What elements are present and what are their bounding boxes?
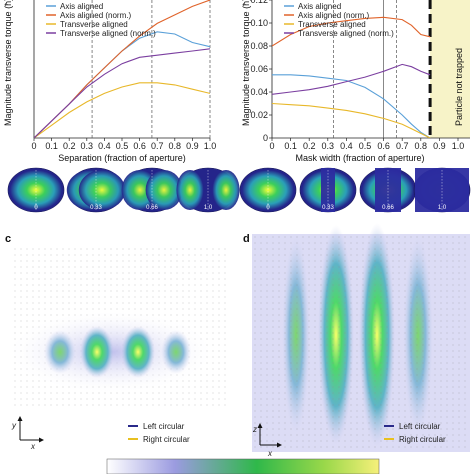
legend-entry: Axis aligned [298, 2, 341, 11]
series-line-axis [34, 31, 210, 138]
panel-c-legend: Left circular Right circular [128, 422, 190, 444]
x-tick-label: 0.7 [396, 141, 409, 151]
x-tick-label: 0.2 [63, 141, 76, 151]
row1-left-caption: Separation (fraction of aperture) [58, 153, 186, 163]
x-tick-label: 0.3 [81, 141, 94, 151]
beam-thumbnail-3: 0.66 [121, 167, 183, 213]
panel-label-d: d [243, 233, 250, 245]
x-tick-label: 0.9 [433, 141, 446, 151]
panel-d: d z x Left circular Right circular [243, 223, 470, 458]
x-tick-label: 0.4 [98, 141, 111, 151]
thumbnail-label: 0 [266, 205, 270, 211]
plot-separation: 0 0.1 0.2 0.3 0.4 0.5 0.6 0.7 0.8 0.9 1.0 Magnitud… [3, 0, 216, 163]
y-tick-label: 0 [263, 133, 268, 143]
plot-mask-width: 0 0.1 0.2 0.3 0.4 0.5 0.6 0.7 0.8 0.9 1.0 0 0.02 0.04… [241, 0, 470, 163]
beam-thumbnail-2: 0.33 [66, 167, 126, 213]
x-tick-label: 0.2 [303, 141, 316, 151]
panel-c-axis-y: y [11, 421, 17, 430]
beam-thumbnail-6: 0.33 [299, 167, 357, 213]
series-line-transverse-norm [272, 63, 431, 95]
x-tick-label: 0.5 [116, 141, 129, 151]
panel-c: c y x Left circular Right circular [5, 233, 228, 451]
x-tick-label: 0.4 [340, 141, 353, 151]
beam-thumbnail-row: 0 0.33 0.66 1.0 0 0.33 0.66 1.0 [7, 167, 471, 213]
beam-thumbnail-8: 1.0 [413, 167, 471, 213]
y-tick-label: 0.12 [250, 0, 268, 5]
beam-thumbnail-4: 1.0 [176, 167, 240, 213]
thumbnail-label: 0.33 [90, 205, 102, 211]
panel-c-spot-2 [80, 326, 114, 378]
legend-entry: Axis aligned (norm.) [298, 11, 369, 20]
panel-d-legend-left: Left circular [399, 422, 441, 431]
y-tick-label: 0.08 [250, 41, 268, 51]
particle-not-trapped-region [430, 0, 470, 138]
series-line-axis [272, 74, 431, 138]
beam-thumbnail-7: 0.66 [359, 167, 417, 213]
panel-c-legend-left: Left circular [143, 422, 185, 431]
panel-d-legend: Left circular Right circular [384, 422, 446, 444]
thumbnail-label: 0.66 [146, 205, 158, 211]
x-tick-label: 0.5 [359, 141, 372, 151]
panel-d-vector-field [252, 234, 470, 452]
thumbnail-label: 1.0 [204, 205, 213, 211]
x-tick-label: 0.3 [322, 141, 335, 151]
beam-thumbnail-1: 0 [7, 167, 65, 213]
series-line-transverse [272, 102, 431, 138]
panel-d-axes: z x [252, 423, 282, 458]
y-tick-label: 0.04 [250, 87, 268, 97]
legend-entry: Axis aligned (norm.) [60, 11, 131, 20]
series-line-transverse-norm [34, 48, 210, 138]
thumbnail-label: 0.33 [322, 205, 334, 211]
beam-thumbnail-5: 0 [239, 167, 297, 213]
legend-entry: Transverse aligned [60, 20, 128, 29]
panel-c-spot-1 [44, 330, 76, 374]
thumbnail-label: 0.66 [382, 205, 394, 211]
panel-d-axis-z: z [252, 425, 257, 434]
panel-label-c: c [5, 233, 11, 245]
particle-not-trapped-label: Particle not trapped [454, 48, 464, 126]
legend-entry: Transverse aligned [298, 20, 366, 29]
x-tick-label: 0.9 [186, 141, 199, 151]
panel-c-spot-4 [161, 330, 191, 374]
x-tick-label: 1.0 [452, 141, 465, 151]
x-tick-label: 0 [269, 141, 274, 151]
x-tick-label: 0.6 [133, 141, 146, 151]
x-tick-label: 0.8 [169, 141, 182, 151]
y-tick-label: 0.06 [250, 64, 268, 74]
x-tick-label: 0.7 [151, 141, 164, 151]
panel-c-axis-x: x [30, 442, 36, 451]
panel-d-axis-x: x [267, 449, 273, 458]
series-line-transverse [34, 82, 210, 138]
panel-c-axes: y x [11, 416, 44, 451]
y-tick-label: 0.02 [250, 110, 268, 120]
legend-entry: Axis aligned [60, 2, 103, 11]
row1-right-caption: Mask width (fraction of aperture) [295, 153, 424, 163]
panel-c-spot-3 [121, 326, 155, 378]
x-tick-label: 0.1 [284, 141, 297, 151]
x-tick-label: 0 [31, 141, 36, 151]
plot-right-ylabel: Magnitude transverse torque (ħ) [241, 0, 251, 126]
plot-left-ylabel: Magnitude transverse torque (ħ) [3, 0, 13, 126]
thumbnail-label: 0 [34, 205, 38, 211]
series-line-axis-norm [272, 16, 431, 47]
x-tick-label: 0.1 [45, 141, 58, 151]
legend-entry: Transverse aligned (norm.) [60, 29, 156, 38]
x-tick-label: 0.6 [377, 141, 390, 151]
legend-entry: Transverse aligned (norm.) [298, 29, 394, 38]
x-tick-label: 0.8 [415, 141, 428, 151]
thumbnail-label: 1.0 [438, 205, 447, 211]
x-tick-label: 1.0 [204, 141, 217, 151]
panel-c-legend-right: Right circular [143, 435, 190, 444]
y-tick-label: 0.10 [250, 18, 268, 28]
colorbar [106, 458, 380, 474]
panel-d-legend-right: Right circular [399, 435, 446, 444]
